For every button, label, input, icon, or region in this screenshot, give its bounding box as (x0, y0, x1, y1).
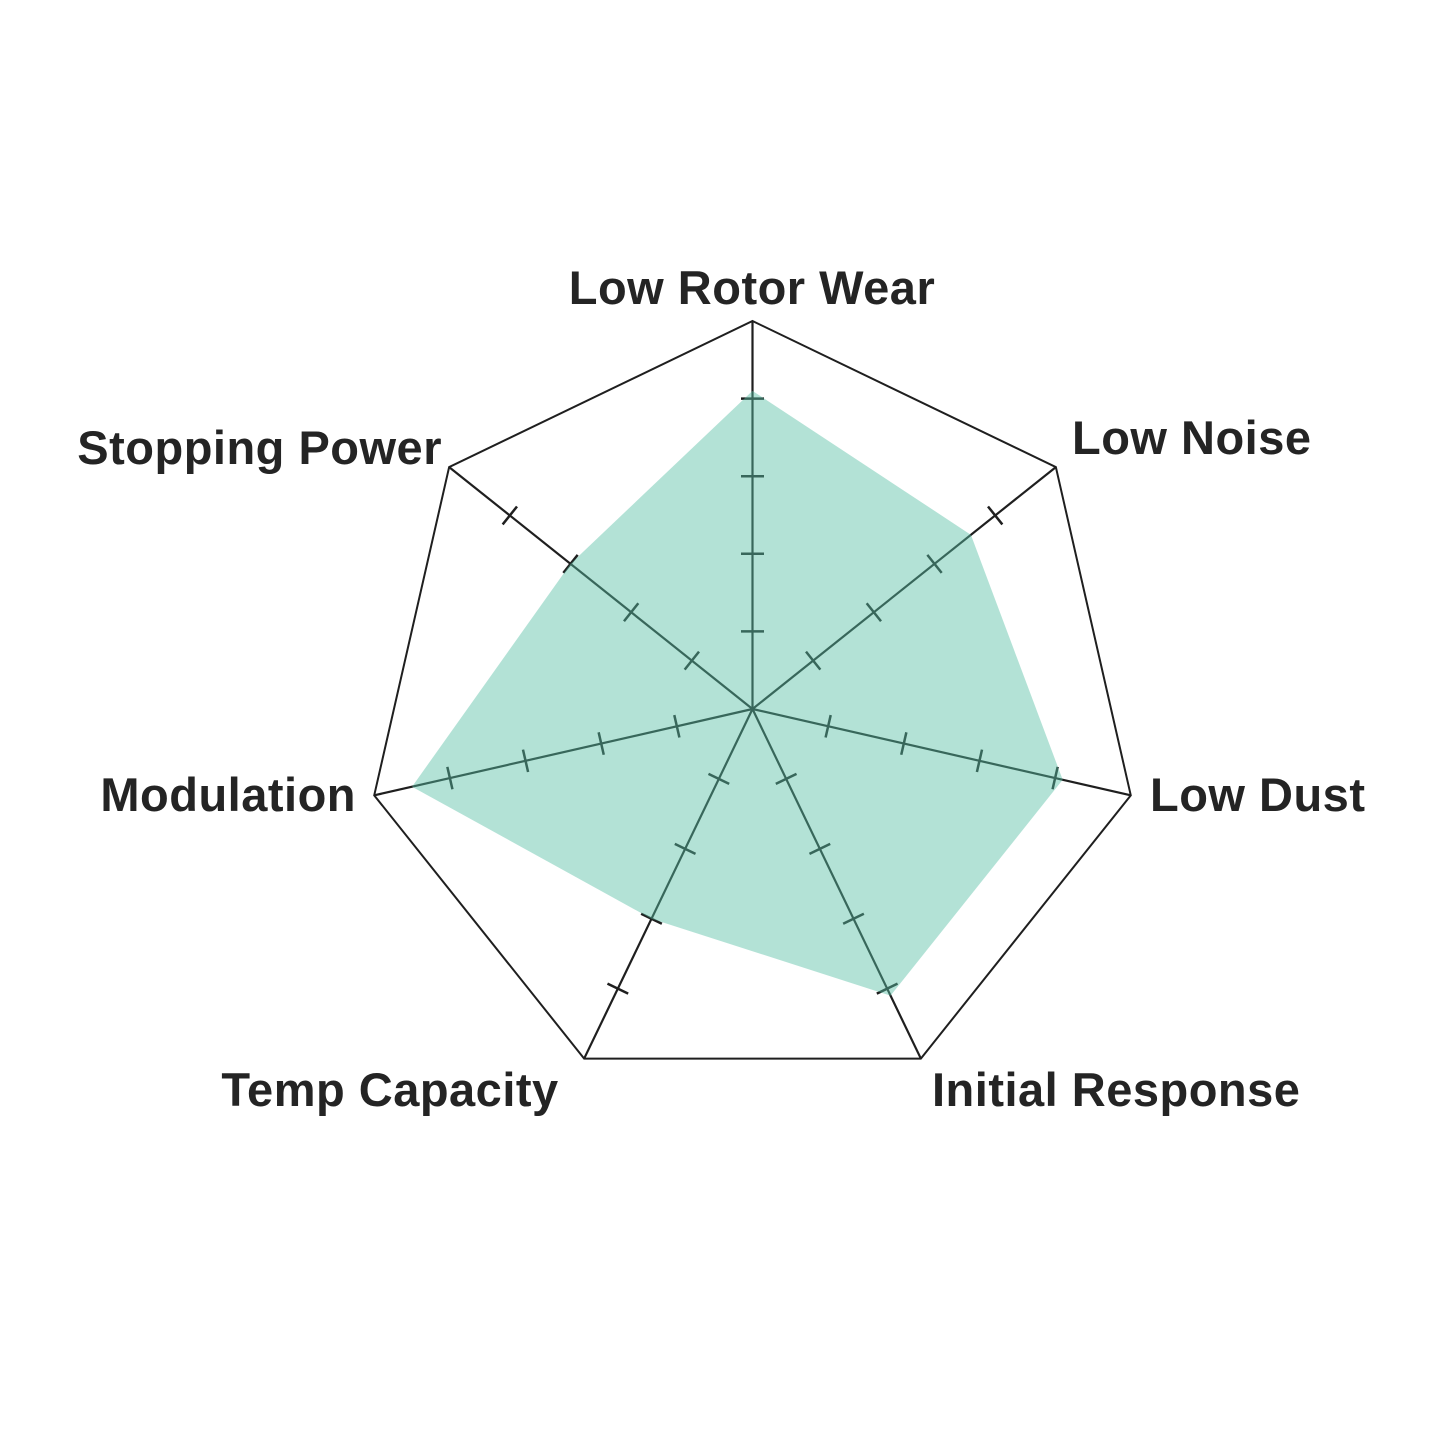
radar-axis-tick (606, 982, 629, 995)
axis-label-modulation: Modulation (100, 768, 356, 822)
radar-axis-tick (673, 714, 681, 738)
radar-axis-tick (775, 772, 798, 786)
axis-label-temp-capacity: Temp Capacity (221, 1063, 559, 1117)
radar-axis-tick (623, 602, 640, 623)
axis-label-low-dust: Low Dust (1150, 768, 1366, 822)
radar-axis-spoke (583, 708, 754, 1060)
radar-data-polygon (412, 390, 1063, 996)
radar-axis-spoke (751, 708, 922, 1060)
radar-axis-tick (842, 912, 865, 925)
axis-label-initial-response: Initial Response (932, 1063, 1301, 1117)
radar-axis-tick (640, 912, 663, 925)
axis-label-low-rotor-wear: Low Rotor Wear (568, 261, 936, 315)
radar-axis-tick (987, 505, 1004, 526)
radar-axis-spoke (752, 707, 1132, 797)
radar-axis-tick (562, 554, 579, 574)
radar-axis-tick (805, 650, 822, 671)
radar-axis-spoke (751, 466, 1057, 710)
radar-axis-tick (824, 714, 832, 738)
radar-axis-tick (900, 732, 908, 756)
axis-label-low-noise: Low Noise (1072, 411, 1312, 465)
radar-axis-tick (597, 732, 605, 756)
radar-axis-tick (674, 842, 697, 855)
radar-axis-spoke (373, 707, 753, 797)
radar-axis-tick (975, 749, 984, 773)
radar-axis-tick (446, 766, 454, 790)
radar-axis-tick (876, 982, 899, 995)
radar-axis-tick (808, 842, 831, 855)
radar-outline (373, 319, 1132, 1060)
radar-axis-spoke (448, 466, 754, 710)
axis-label-stopping-power: Stopping Power (77, 421, 442, 475)
radar-axis-tick (683, 650, 700, 671)
radar-axis-tick (1051, 766, 1059, 790)
radar-axis-tick (926, 554, 943, 574)
radar-axis-tick (865, 602, 882, 623)
radar-axis-tick (707, 772, 730, 786)
radar-axis-tick (521, 749, 530, 773)
radar-axis-tick (501, 505, 518, 526)
